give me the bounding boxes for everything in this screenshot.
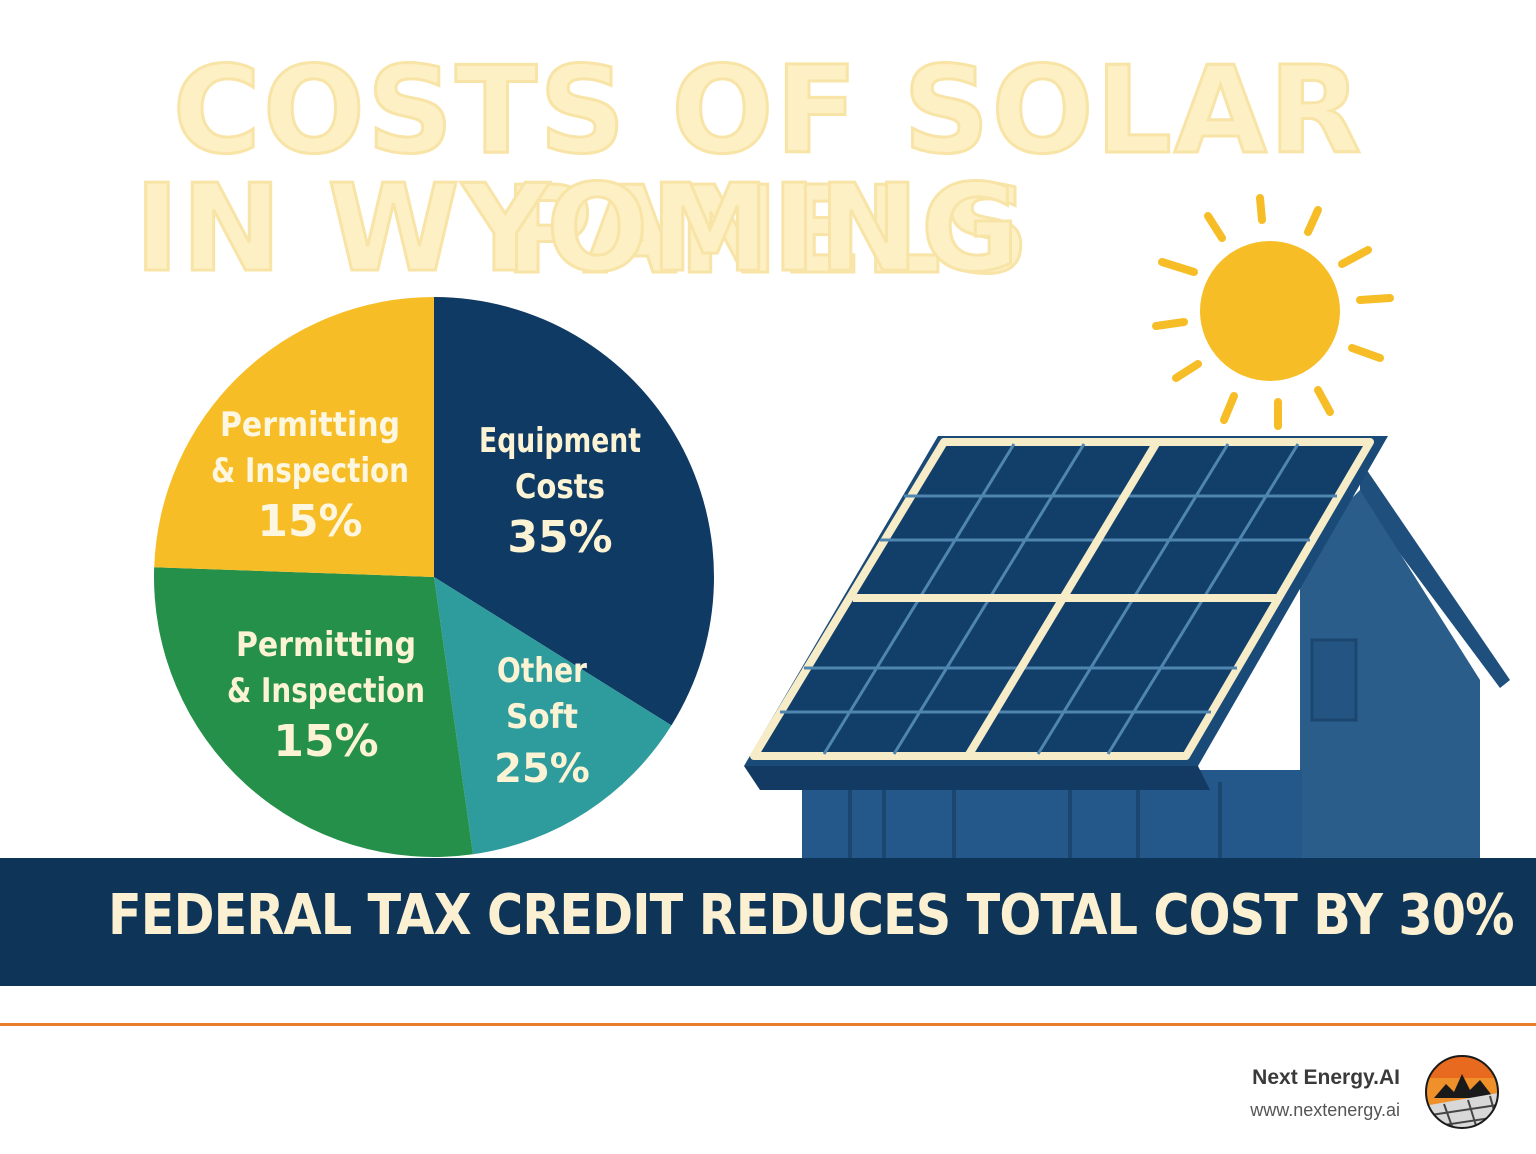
sun-icon xyxy=(1152,194,1394,430)
pie-slice-1 xyxy=(434,297,715,726)
pie-slice-label-4: Permitting & Inspection 15% xyxy=(211,405,409,547)
house-with-solar-panels-illustration xyxy=(744,436,1510,860)
house-gable-wall xyxy=(1300,490,1480,860)
title-line-1: COSTS OF SOLAR PANELS xyxy=(171,42,1364,301)
pie-slice-4 xyxy=(154,297,434,577)
pie-slice-3 xyxy=(153,567,473,857)
house-window xyxy=(1310,638,1358,722)
brand-name: Next Energy.AI xyxy=(1252,1066,1400,1089)
pie-slice-percent-1: 35% xyxy=(507,512,612,563)
pie-slice-2 xyxy=(434,577,672,855)
pie-slice-percent-2: 25% xyxy=(494,746,590,792)
pie-slice-label-1: Equipment Costs 35% xyxy=(479,421,641,563)
pie-slice-percent-3: 15% xyxy=(273,716,378,767)
pie-slice-label-3: Permitting & Inspection 15% xyxy=(227,625,425,767)
next-energy-logo-icon xyxy=(1425,1055,1499,1129)
tax-credit-banner xyxy=(0,858,1536,986)
house-side-roof xyxy=(1360,460,1510,688)
pie-slice-percent-4: 15% xyxy=(257,496,362,547)
title-line-2: IN WYOMING xyxy=(133,160,1022,299)
pie-slice-label-2: Other Soft 25% xyxy=(494,651,590,792)
footer-divider xyxy=(0,1023,1536,1026)
brand-url: www.nextenergy.ai xyxy=(1250,1100,1400,1120)
tax-credit-banner-text: FEDERAL TAX CREDIT REDUCES TOTAL COST BY… xyxy=(108,883,1515,948)
